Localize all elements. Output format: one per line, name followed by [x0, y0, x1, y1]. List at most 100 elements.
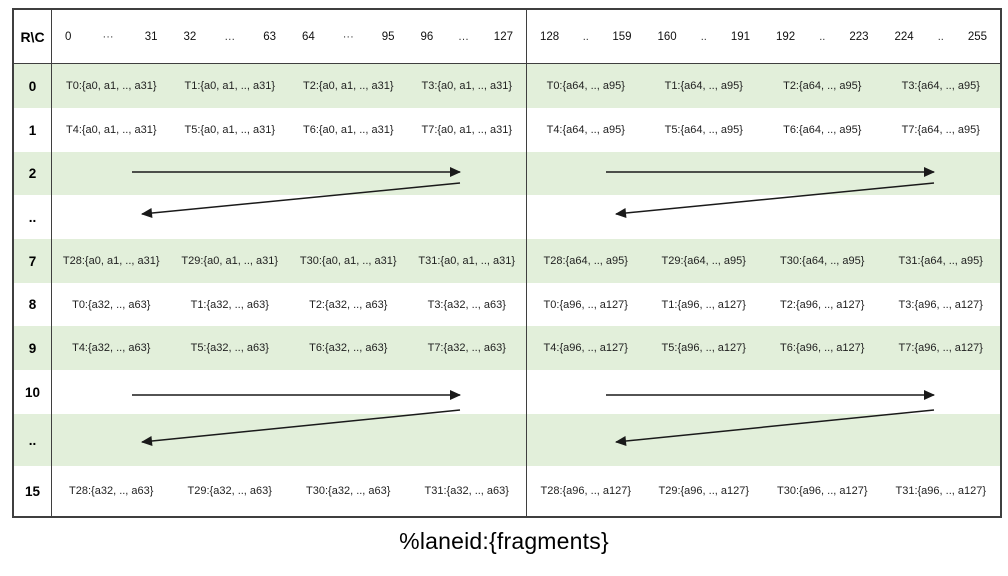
empty-cell [170, 152, 289, 195]
col-header: 64 ··· 95 [289, 10, 408, 64]
col-start-label: 128 [540, 30, 560, 43]
lane-cell: T2:{a0, a1, .., a31} [289, 64, 408, 108]
row-label: .. [14, 414, 52, 466]
lane-cell: T6:{a96, .., a127} [763, 326, 882, 370]
lane-cell: T3:{a64, .., a95} [881, 64, 1000, 108]
empty-cell [882, 195, 1001, 239]
empty-cell [763, 414, 882, 466]
empty-cell [407, 152, 526, 195]
empty-cell [526, 152, 645, 195]
lane-cell: T28:{a32, .., a63} [69, 485, 154, 497]
lane-cell: T29:{a32, .., a63} [187, 485, 272, 497]
col-end-label: 191 [730, 30, 750, 43]
lane-cell: T29:{a96, .., a127} [658, 485, 750, 497]
col-end-label: 223 [849, 30, 869, 43]
col-dots: … [458, 30, 470, 43]
col-start-label: 0 [65, 30, 72, 43]
empty-cell [289, 370, 408, 414]
col-header: 192.. 223 [763, 10, 882, 64]
lane-cell: T2:{a64, .., a95} [763, 64, 882, 108]
row-label: 15 [14, 466, 52, 516]
lane-cell: T4:{a96, .., a127} [526, 326, 645, 370]
lane-cell: T5:{a96, .., a127} [644, 326, 763, 370]
row-label: 9 [14, 326, 52, 370]
col-dots: ··· [342, 30, 354, 43]
col-end-label: 95 [381, 30, 395, 43]
lane-cell: T3:{a96, .., a127} [898, 298, 983, 311]
col-start-label: 192 [776, 30, 796, 43]
empty-cell [645, 370, 764, 414]
col-dots: .. [700, 30, 707, 43]
lane-cell: T2:{a32, .., a63} [309, 298, 388, 311]
col-end-label: 127 [493, 30, 513, 43]
lane-cell: T7:{a0, a1, .., a31} [421, 124, 512, 136]
empty-cell [881, 414, 1000, 466]
empty-cell [882, 370, 1001, 414]
empty-cell [408, 370, 527, 414]
empty-cell [289, 414, 408, 466]
lane-cell: T3:{a32, .., a63} [427, 298, 506, 311]
row-label: 2 [14, 152, 52, 195]
empty-cell [171, 370, 290, 414]
empty-cell [526, 414, 645, 466]
lane-cell: T30:{a96, .., a127} [776, 485, 868, 497]
lane-cell: T30:{a0, a1, .., a31} [289, 239, 408, 283]
empty-cell [644, 152, 763, 195]
lane-cell: T1:{a0, a1, .., a31} [170, 64, 289, 108]
lane-cell: T7:{a64, .., a95} [901, 124, 980, 136]
col-start-label: 224 [894, 30, 914, 43]
lane-cell: T31:{a96, .., a127} [895, 485, 987, 497]
empty-cell [52, 370, 171, 414]
col-dots: .. [937, 30, 944, 43]
lane-cell: T29:{a0, a1, .., a31} [170, 239, 289, 283]
empty-cell [881, 152, 1000, 195]
lane-cell: T2:{a96, .., a127} [780, 298, 865, 311]
lane-fragment-table: R\C 0 ··· 31 32… 63 64 ··· 95 96… 127 128.. 159 160..… [12, 8, 1002, 518]
col-header: 160.. 191 [644, 10, 763, 64]
lane-cell: T0:{a64, .., a95} [526, 64, 645, 108]
col-start-label: 160 [657, 30, 677, 43]
lane-cell: T28:{a0, a1, .., a31} [52, 239, 171, 283]
empty-cell [763, 195, 882, 239]
lane-cell: T6:{a32, .., a63} [289, 326, 408, 370]
col-start-label: 64 [302, 30, 315, 43]
empty-cell [407, 414, 526, 466]
empty-cell [171, 195, 290, 239]
col-end-label: 159 [612, 30, 632, 43]
lane-cell: T3:{a0, a1, .., a31} [407, 64, 526, 108]
lane-cell: T0:{a96, .., a127} [526, 283, 645, 326]
col-header: 96 … 127 [407, 10, 526, 64]
lane-cell: T31:{a0, a1, .., a31} [407, 239, 526, 283]
col-header: 128.. 159 [526, 10, 645, 64]
col-dots: ··· [102, 30, 114, 43]
col-header: 32 … 63 [170, 10, 289, 64]
lane-cell: T7:{a32, .., a63} [407, 326, 526, 370]
lane-cell: T5:{a32, .., a63} [170, 326, 289, 370]
lane-cell: T1:{a32, .., a63} [190, 298, 269, 311]
empty-cell [526, 195, 645, 239]
col-header: 0 ··· 31 [52, 10, 171, 64]
lane-cell: T29:{a64, .., a95} [644, 239, 763, 283]
col-header: 224.. 255 [881, 10, 1000, 64]
row-label: 1 [14, 108, 52, 152]
col-dots: … [224, 30, 236, 43]
lane-cell: T4:{a0, a1, .., a31} [65, 124, 157, 136]
empty-cell [763, 370, 882, 414]
lane-cell: T6:{a64, .., a95} [783, 124, 862, 136]
empty-cell [52, 414, 171, 466]
corner-label: R\C [14, 10, 52, 64]
row-label: .. [14, 195, 52, 239]
col-end-label: 63 [263, 30, 276, 43]
lane-cell: T1:{a64, .., a95} [644, 64, 763, 108]
empty-cell [170, 414, 289, 466]
lane-cell: T0:{a32, .., a63} [72, 298, 151, 311]
lane-cell: T7:{a96, .., a127} [881, 326, 1000, 370]
figure-caption: %laneid:{fragments} [399, 528, 609, 554]
empty-cell [645, 195, 764, 239]
lane-cell: T1:{a96, .., a127} [661, 298, 746, 311]
empty-cell [52, 152, 171, 195]
lane-cell: T31:{a64, .., a95} [881, 239, 1000, 283]
col-dots: .. [819, 30, 826, 43]
empty-cell [763, 152, 882, 195]
col-start-label: 32 [183, 30, 197, 43]
